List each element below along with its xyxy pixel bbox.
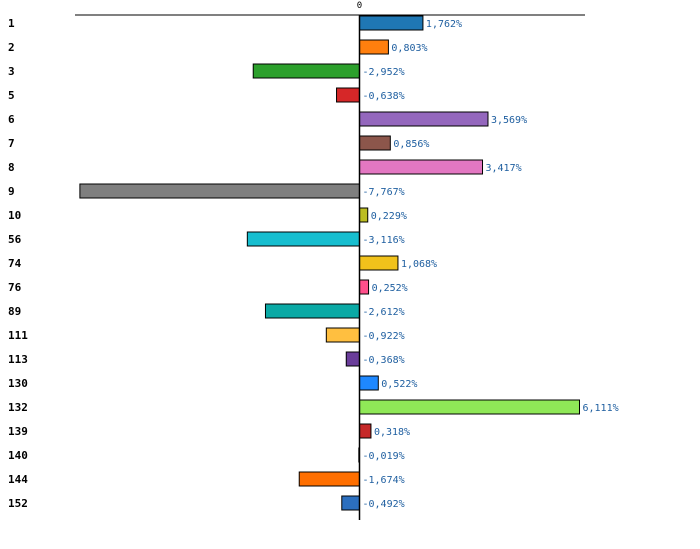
value-label-6: 3,569%	[491, 115, 527, 126]
bar-139	[359, 423, 372, 439]
bar-74	[359, 255, 399, 271]
category-label-56: 56	[8, 233, 22, 246]
category-label-139: 139	[8, 425, 28, 438]
value-label-5: -0,638%	[363, 91, 405, 102]
bar-152	[341, 495, 360, 511]
bar-6	[359, 111, 489, 127]
category-label-76: 76	[8, 281, 22, 294]
value-label-89: -2,612%	[363, 307, 405, 318]
bar-2	[359, 39, 389, 55]
bar-130	[359, 375, 379, 391]
bar-56	[246, 231, 361, 247]
category-label-140: 140	[8, 449, 28, 462]
value-label-10: 0,229%	[371, 211, 407, 222]
value-label-8: 3,417%	[486, 163, 522, 174]
zero-tick-label: 0	[357, 1, 362, 11]
bar-111	[325, 327, 361, 343]
value-label-113: -0,368%	[363, 355, 405, 366]
value-label-152: -0,492%	[363, 499, 405, 510]
bar-89	[264, 303, 360, 319]
value-label-74: 1,068%	[401, 259, 437, 270]
bar-76	[359, 279, 370, 295]
bar-10	[359, 207, 369, 223]
category-label-10: 10	[8, 209, 21, 222]
category-label-9: 9	[8, 185, 15, 198]
value-label-139: 0,318%	[374, 427, 410, 438]
category-label-1: 1	[8, 17, 15, 30]
value-label-140: -0,019%	[363, 451, 405, 462]
category-label-132: 132	[8, 401, 28, 414]
category-label-89: 89	[8, 305, 21, 318]
value-label-132: 6,111%	[582, 403, 618, 414]
value-label-144: -1,674%	[363, 475, 405, 486]
bar-9	[79, 183, 360, 199]
value-label-111: -0,922%	[363, 331, 405, 342]
bar-3	[252, 63, 360, 79]
category-label-7: 7	[8, 137, 15, 150]
category-label-74: 74	[8, 257, 22, 270]
value-labels: 1,762% 0,803% -2,952% -0,638% 3,569% 0,856% 3,…	[363, 19, 619, 510]
value-label-7: 0,856%	[393, 139, 429, 150]
bar-113	[345, 351, 361, 367]
bar-132	[359, 399, 580, 415]
category-label-130: 130	[8, 377, 28, 390]
category-label-152: 152	[8, 497, 28, 510]
bar-8	[359, 159, 484, 175]
category-label-113: 113	[8, 353, 28, 366]
bars-layer	[79, 15, 580, 511]
value-label-2: 0,803%	[391, 43, 427, 54]
bar-144	[298, 471, 360, 487]
category-label-144: 144	[8, 473, 28, 486]
bar-5	[336, 87, 361, 103]
bar-7	[359, 135, 391, 151]
value-label-1: 1,762%	[426, 19, 462, 30]
category-labels: 1235678910567476891111131301321391401441…	[8, 17, 28, 510]
category-label-5: 5	[8, 89, 15, 102]
category-label-8: 8	[8, 161, 15, 174]
value-label-9: -7,767%	[363, 187, 405, 198]
category-label-6: 6	[8, 113, 15, 126]
value-label-130: 0,522%	[381, 379, 417, 390]
category-label-111: 111	[8, 329, 28, 342]
category-label-3: 3	[8, 65, 15, 78]
value-label-76: 0,252%	[372, 283, 408, 294]
value-label-3: -2,952%	[363, 67, 405, 78]
category-label-2: 2	[8, 41, 15, 54]
value-label-56: -3,116%	[363, 235, 405, 246]
bar-1	[359, 15, 424, 31]
